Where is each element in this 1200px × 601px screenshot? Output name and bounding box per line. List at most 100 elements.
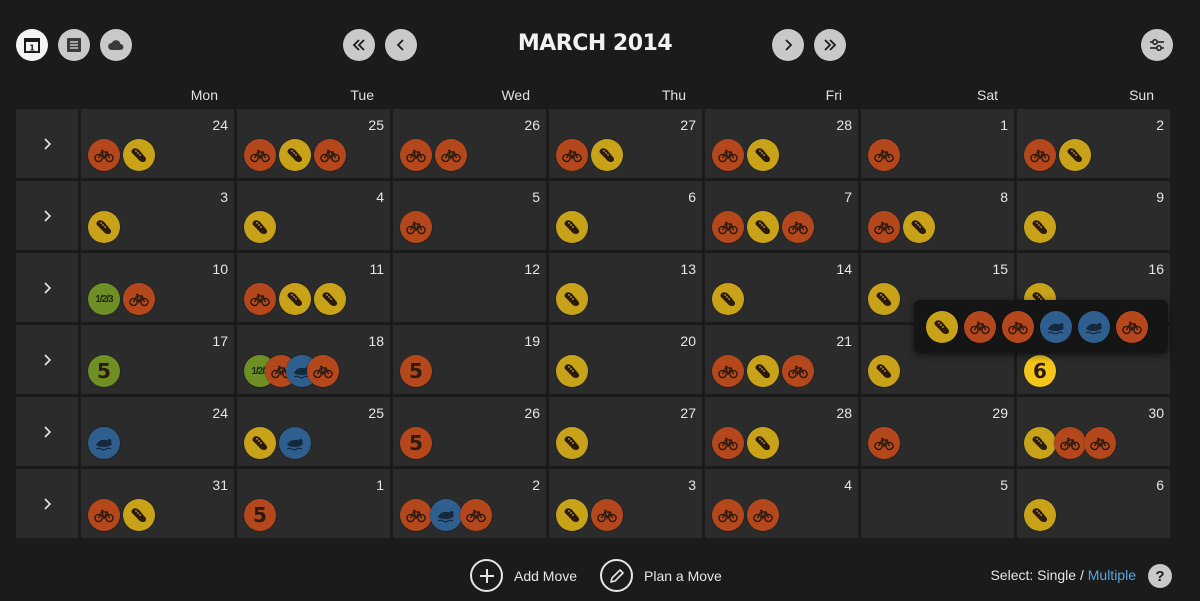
move-running[interactable] bbox=[903, 211, 935, 243]
move-cycling[interactable] bbox=[1002, 310, 1034, 343]
move-cycling[interactable] bbox=[591, 499, 623, 531]
move-swimming[interactable] bbox=[1040, 310, 1072, 343]
filter-settings-button[interactable] bbox=[1141, 29, 1173, 61]
day-cell[interactable]: 8 bbox=[861, 181, 1014, 250]
day-cell[interactable]: 1 bbox=[861, 109, 1014, 178]
move-running[interactable] bbox=[556, 355, 588, 387]
move-running[interactable] bbox=[591, 139, 623, 171]
move-running[interactable] bbox=[1059, 139, 1091, 171]
day-cell[interactable]: 31 bbox=[81, 469, 234, 538]
day-cell[interactable]: 19 5 bbox=[393, 325, 546, 394]
day-cell[interactable]: 7 bbox=[705, 181, 858, 250]
move-cycling[interactable] bbox=[868, 427, 900, 459]
move-running[interactable] bbox=[747, 427, 779, 459]
move-cycling[interactable] bbox=[747, 499, 779, 531]
week-expand-button[interactable] bbox=[16, 469, 78, 538]
day-cell[interactable]: 28 bbox=[705, 397, 858, 466]
move-running[interactable] bbox=[556, 283, 588, 315]
calendar-view-button[interactable]: 1 bbox=[16, 29, 48, 61]
move-swimming[interactable] bbox=[279, 427, 311, 459]
move-running[interactable] bbox=[244, 427, 276, 459]
week-expand-button[interactable] bbox=[16, 397, 78, 466]
move-running[interactable] bbox=[279, 283, 311, 315]
day-cell[interactable]: 9 bbox=[1017, 181, 1170, 250]
plan-move-button[interactable]: Plan a Move bbox=[600, 559, 722, 592]
day-cell[interactable]: 12 bbox=[393, 253, 546, 322]
week-expand-button[interactable] bbox=[16, 181, 78, 250]
next-month-button[interactable] bbox=[772, 29, 804, 61]
week-expand-button[interactable] bbox=[16, 253, 78, 322]
next-year-button[interactable] bbox=[814, 29, 846, 61]
move-swimming[interactable] bbox=[430, 499, 462, 531]
day-cell[interactable]: 28 bbox=[705, 109, 858, 178]
move-cycling[interactable] bbox=[712, 139, 744, 171]
move-cycling[interactable] bbox=[964, 310, 996, 343]
move-cycling[interactable] bbox=[1084, 427, 1116, 459]
day-cell[interactable]: 10 1/2/3 bbox=[81, 253, 234, 322]
move-cycling[interactable] bbox=[782, 211, 814, 243]
move-running[interactable] bbox=[1024, 499, 1056, 531]
move-running[interactable] bbox=[279, 139, 311, 171]
move-running[interactable] bbox=[556, 499, 588, 531]
day-cell[interactable]: 3 bbox=[549, 469, 702, 538]
day-cell[interactable]: 5 bbox=[861, 469, 1014, 538]
week-expand-button[interactable] bbox=[16, 109, 78, 178]
move-cycling[interactable] bbox=[782, 355, 814, 387]
move-count-badge[interactable]: 6 bbox=[1024, 355, 1056, 387]
move-running[interactable] bbox=[556, 211, 588, 243]
day-cell[interactable]: 29 bbox=[861, 397, 1014, 466]
move-cycling[interactable] bbox=[400, 139, 432, 171]
move-running[interactable] bbox=[747, 355, 779, 387]
day-cell[interactable]: 6 bbox=[549, 181, 702, 250]
move-cycling[interactable] bbox=[712, 211, 744, 243]
select-single-option[interactable]: Single bbox=[1037, 567, 1077, 583]
move-count-badge[interactable]: 5 bbox=[244, 499, 276, 531]
help-button[interactable]: ? bbox=[1148, 564, 1172, 588]
move-cycling[interactable] bbox=[88, 139, 120, 171]
move-running[interactable] bbox=[314, 283, 346, 315]
day-cell[interactable]: 25 bbox=[237, 397, 390, 466]
move-cycling[interactable] bbox=[314, 139, 346, 171]
day-cell[interactable]: 30 bbox=[1017, 397, 1170, 466]
move-cycling[interactable] bbox=[244, 139, 276, 171]
day-cell[interactable]: 4 bbox=[237, 181, 390, 250]
move-cycling[interactable] bbox=[123, 283, 155, 315]
move-count-badge[interactable]: 5 bbox=[400, 427, 432, 459]
day-cell[interactable]: 13 bbox=[549, 253, 702, 322]
move-running[interactable] bbox=[712, 283, 744, 315]
move-swimming[interactable] bbox=[88, 427, 120, 459]
day-cell[interactable]: 2 bbox=[1017, 109, 1170, 178]
day-cell[interactable]: 20 bbox=[549, 325, 702, 394]
move-multisport[interactable]: 1/2/3 bbox=[88, 283, 120, 315]
move-cycling[interactable] bbox=[556, 139, 588, 171]
day-cell[interactable]: 27 bbox=[549, 109, 702, 178]
previous-month-button[interactable] bbox=[385, 29, 417, 61]
day-cell[interactable]: 17 5 bbox=[81, 325, 234, 394]
day-cell[interactable]: 27 bbox=[549, 397, 702, 466]
move-cycling[interactable] bbox=[712, 499, 744, 531]
list-view-button[interactable] bbox=[58, 29, 90, 61]
move-cycling[interactable] bbox=[712, 427, 744, 459]
move-running[interactable] bbox=[868, 355, 900, 387]
move-running[interactable] bbox=[1024, 211, 1056, 243]
move-running[interactable] bbox=[123, 139, 155, 171]
move-running[interactable] bbox=[747, 139, 779, 171]
move-cycling[interactable] bbox=[435, 139, 467, 171]
move-cycling[interactable] bbox=[400, 499, 432, 531]
move-cycling[interactable] bbox=[307, 355, 339, 387]
day-cell[interactable]: 25 bbox=[237, 109, 390, 178]
move-cycling[interactable] bbox=[712, 355, 744, 387]
move-running[interactable] bbox=[88, 211, 120, 243]
day-cell[interactable]: 11 bbox=[237, 253, 390, 322]
day-cell[interactable]: 26 5 bbox=[393, 397, 546, 466]
day-cell[interactable]: 18 1/2/3 bbox=[237, 325, 390, 394]
move-cycling[interactable] bbox=[88, 499, 120, 531]
cloud-view-button[interactable] bbox=[100, 29, 132, 61]
move-count-badge[interactable]: 5 bbox=[400, 355, 432, 387]
select-multiple-option[interactable]: Multiple bbox=[1087, 567, 1136, 583]
move-count-badge[interactable]: 5 bbox=[88, 355, 120, 387]
move-cycling[interactable] bbox=[1054, 427, 1086, 459]
day-cell[interactable]: 4 bbox=[705, 469, 858, 538]
add-move-button[interactable]: Add Move bbox=[470, 559, 577, 592]
